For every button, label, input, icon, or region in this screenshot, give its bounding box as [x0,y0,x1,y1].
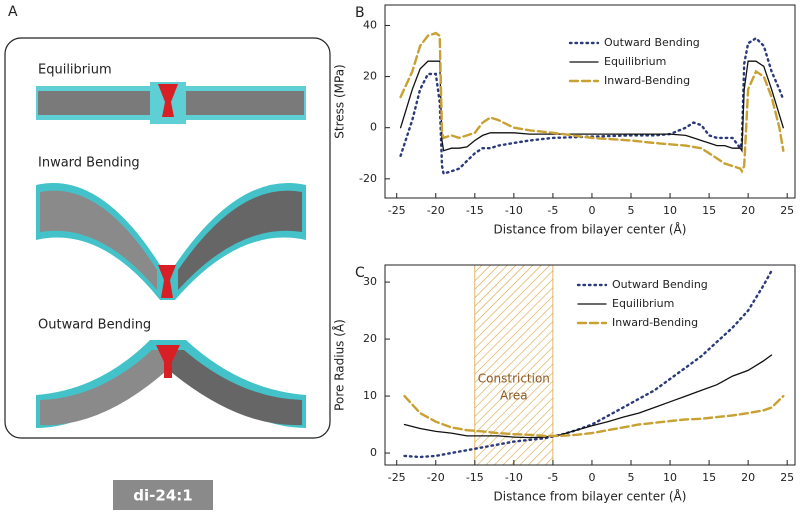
x-tick-label: 0 [588,204,595,217]
x-tick-label: 10 [663,204,677,217]
x-tick-label: -15 [466,471,484,484]
legend-label: Inward-Bending [612,316,698,329]
legend-label: Outward Bending [604,36,700,49]
x-tick-label: 25 [780,471,794,484]
x-tick-label: -5 [547,204,558,217]
panel-frame [4,37,331,439]
x-tick-label: 0 [588,471,595,484]
x-tick-label: 15 [702,204,716,217]
panel-label: B [355,5,365,21]
plot-frame [384,4,796,199]
series-line [399,31,785,174]
panel-label: A [8,4,18,20]
x-tick-label: -10 [505,471,523,484]
legend-label: Equilibrium [612,297,674,310]
x-tick-label: 5 [628,204,635,217]
y-tick-label: 10 [363,389,377,402]
y-axis-label: Stress (MPa) [333,64,347,138]
constriction-area [474,264,554,466]
x-tick-label: -15 [466,204,484,217]
x-tick-label: 25 [780,204,794,217]
y-tick-label: 30 [363,275,377,288]
caption-box [113,480,213,510]
y-tick-label: 20 [363,332,377,345]
series-line [403,269,773,459]
series-line [403,354,773,439]
x-tick-label: -20 [427,204,445,217]
y-tick-label: 40 [363,18,377,31]
x-tick-label: 20 [741,204,755,217]
x-tick-label: -10 [505,204,523,217]
series-line [399,36,785,176]
x-tick-label: 15 [702,471,716,484]
annotation: Area [500,388,528,402]
series-line [403,394,785,438]
y-tick-label: 0 [370,121,377,134]
plot-frame [384,264,796,466]
y-axis-label: Pore Radius (Å) [332,319,347,411]
state-title: Outward Bending [38,318,151,333]
membrane-equilibrium [36,82,306,124]
x-tick-label: 5 [628,471,635,484]
series-line [399,60,784,153]
y-tick-label: 0 [370,446,377,459]
membrane-outward [36,340,306,428]
y-tick-label: -20 [359,172,377,185]
panel-label: C [355,265,365,281]
x-tick-label: -5 [547,471,558,484]
caption: di-24:1 [133,487,192,505]
state-title: Equilibrium [38,63,112,78]
panel-a: A Equilibrium Inward Bending Outward Ben… [4,4,331,510]
x-tick-label: -25 [388,471,406,484]
x-tick-label: 10 [663,471,677,484]
legend-label: Outward Bending [612,278,708,291]
annotation: Constriction [478,371,550,385]
x-tick-label: -20 [427,471,445,484]
x-tick-label: -25 [388,204,406,217]
x-axis-label: Distance from bilayer center (Å) [494,489,687,504]
state-title: Inward Bending [38,156,140,171]
y-tick-label: 20 [363,70,377,83]
legend-label: Inward-Bending [604,74,690,87]
x-tick-label: 20 [741,471,755,484]
membrane-inward [36,182,306,300]
x-axis-label: Distance from bilayer center (Å) [494,222,687,237]
legend-label: Equilibrium [604,55,666,68]
